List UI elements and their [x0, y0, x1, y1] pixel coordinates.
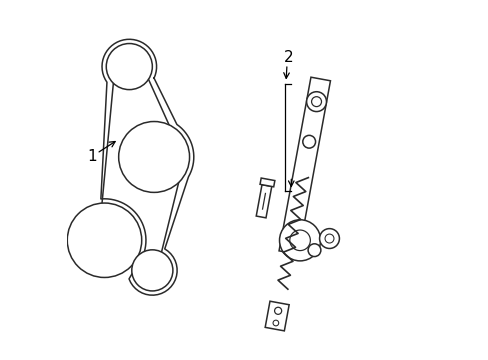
Circle shape [67, 203, 142, 278]
Circle shape [302, 135, 315, 148]
Circle shape [106, 44, 152, 90]
Circle shape [119, 122, 189, 192]
Circle shape [132, 250, 173, 291]
Circle shape [306, 92, 326, 112]
Circle shape [319, 229, 339, 248]
Circle shape [279, 220, 320, 261]
Polygon shape [260, 178, 274, 187]
Circle shape [307, 244, 320, 257]
Text: 1: 1 [87, 149, 97, 165]
Polygon shape [256, 185, 271, 218]
Polygon shape [264, 301, 288, 331]
Polygon shape [279, 77, 330, 255]
Text: 2: 2 [284, 50, 293, 65]
